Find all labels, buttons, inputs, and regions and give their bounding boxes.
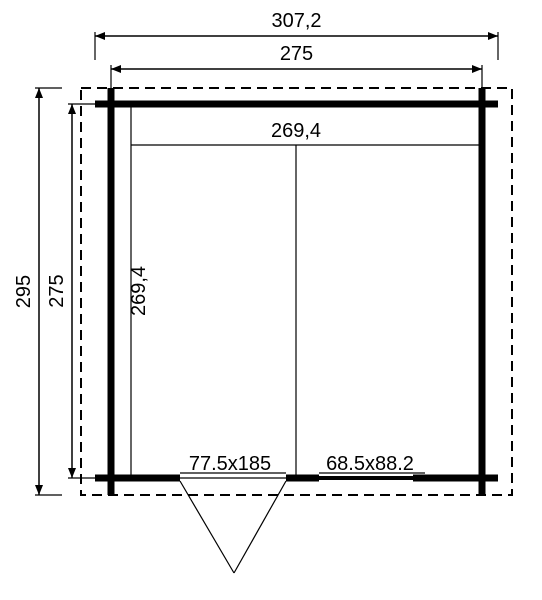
window-size-label: 68.5x88.2 xyxy=(326,453,414,475)
door-size-label: 77.5x185 xyxy=(189,453,271,475)
dim-left-inner: 275 xyxy=(46,104,95,478)
dim-top-inner: 275 xyxy=(111,43,482,90)
dim-left-inner-label: 275 xyxy=(46,274,68,307)
dim-left-outer-label: 295 xyxy=(13,275,35,308)
inner-width-label: 269,4 xyxy=(271,120,321,142)
dim-window: 68.5x88.2 xyxy=(319,453,425,475)
dim-top-outer-label: 307,2 xyxy=(271,10,321,32)
inner-height-label: 269,4 xyxy=(128,266,150,316)
dim-top-inner-label: 275 xyxy=(280,43,313,65)
dim-door: 77.5x185 xyxy=(180,453,286,475)
floor-plan-drawing: 307,2 275 295 275 269,4 269,4 77.5x185 xyxy=(0,0,542,600)
